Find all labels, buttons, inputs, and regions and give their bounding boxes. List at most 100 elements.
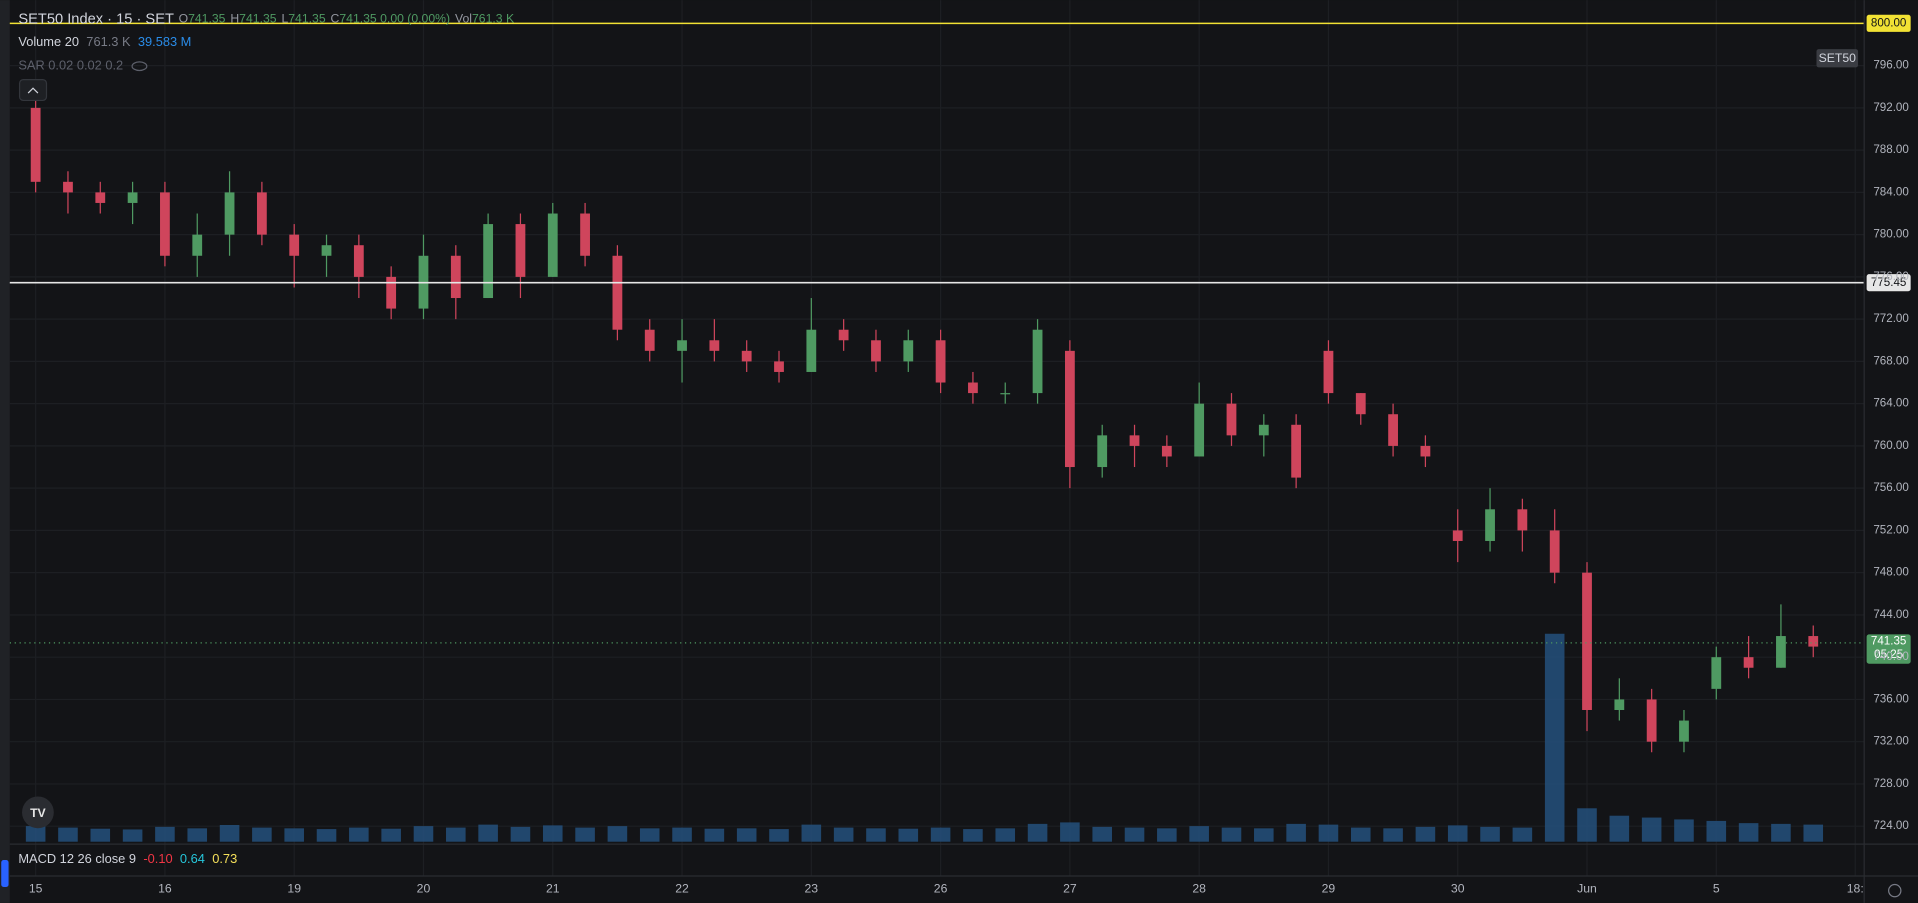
candle-body: [547, 213, 558, 277]
volume-bar: [413, 826, 434, 842]
volume-bar: [90, 828, 111, 842]
candle-body: [1614, 699, 1625, 710]
candle-body: [677, 340, 687, 351]
volume-value: 761.3 K: [86, 34, 131, 49]
logo[interactable]: [22, 796, 54, 829]
volume-bar: [1674, 819, 1694, 842]
y-tick-label: 764.00: [1873, 397, 1909, 410]
candle-body: [321, 245, 332, 256]
candle-body: [935, 340, 946, 383]
candle-body: [1776, 636, 1786, 668]
settings-icon[interactable]: [1888, 883, 1902, 898]
line-price-tag: [1866, 274, 1911, 292]
vol-value: 761.3 K: [472, 12, 515, 26]
c-label: C: [331, 12, 340, 26]
candle-body: [709, 340, 720, 351]
candle-body: [1679, 720, 1689, 742]
candle-body: [95, 192, 106, 203]
volume-bar: [833, 827, 854, 842]
volume-bar: [1092, 826, 1112, 842]
volume-bar: [930, 827, 951, 842]
candle-body: [612, 255, 623, 330]
h-label: H: [230, 12, 239, 26]
volume-bar: [1254, 828, 1274, 842]
volume-bar: [1383, 828, 1403, 842]
candle-body: [1258, 424, 1269, 436]
macd-indicator[interactable]: MACD 12 26 close 9 -0.10 0.64 0.73: [18, 851, 237, 866]
y-tick-label: 796.00: [1873, 59, 1909, 72]
y-tick-label: 728.00: [1873, 777, 1909, 790]
candle-body: [63, 181, 73, 193]
x-tick-label: 5: [1713, 882, 1720, 896]
candle-body: [1355, 393, 1366, 415]
volume-bar: [1027, 823, 1048, 842]
x-tick-label: 22: [675, 882, 689, 896]
x-tick-label: 19: [287, 882, 301, 896]
volume-bar: [1512, 827, 1533, 842]
volume-bar: [898, 828, 919, 842]
x-tick-label: 18:: [1847, 882, 1864, 896]
volume-bar: [25, 826, 46, 842]
x-tick-label: Jun: [1577, 882, 1597, 896]
candle-body: [256, 192, 267, 235]
symbol: SET50 Index · 15 · SET: [18, 12, 174, 28]
candle-body: [192, 234, 203, 256]
volume-bar: [1447, 825, 1468, 842]
y-tick-label: 780.00: [1873, 228, 1909, 241]
volume-bar: [1480, 826, 1500, 842]
volume-bar: [1124, 827, 1145, 842]
x-tick-label: 23: [805, 882, 819, 896]
o-label: O: [179, 12, 189, 26]
volume-bar: [1286, 823, 1306, 842]
collapse-button[interactable]: [18, 79, 48, 102]
candle-body: [160, 192, 170, 256]
candle-body: [1161, 445, 1172, 457]
volume-bar: [219, 824, 240, 842]
volume-bar: [995, 828, 1016, 842]
volume-bar: [284, 828, 304, 842]
volume-bar: [1415, 826, 1436, 842]
volume-bar: [58, 827, 78, 842]
candle-body: [1000, 393, 1011, 395]
collapse-icon: [27, 87, 39, 94]
left-toolbar: [0, 0, 10, 903]
candle-body: [1323, 350, 1334, 394]
volume-bar: [866, 828, 886, 842]
y-tick-label: 756.00: [1873, 481, 1909, 494]
sar-indicator[interactable]: SAR 0.02 0.02 0.2: [18, 58, 123, 73]
x-tick-label: 29: [1322, 882, 1336, 896]
scroll-handle[interactable]: [1, 860, 9, 887]
volume-bar: [349, 827, 369, 842]
volume-bar: [639, 828, 660, 842]
candle-body: [1194, 403, 1205, 457]
candle-body: [224, 192, 235, 235]
volume-bar: [963, 829, 983, 842]
candle-body: [968, 382, 978, 394]
candle-body: [1582, 572, 1592, 710]
candle-body: [483, 224, 494, 299]
hidden-icon[interactable]: [131, 61, 148, 72]
volume-bar: [1189, 826, 1209, 842]
y-tick-label: 732.00: [1873, 735, 1909, 748]
volume-ma: 39.583 M: [138, 34, 192, 49]
y-tick-label: 788.00: [1873, 143, 1909, 156]
line-price-label: 775.45: [1871, 276, 1907, 289]
volume-indicator[interactable]: Volume 20 761.3 K 39.583 M: [18, 34, 191, 49]
candle-body: [1808, 636, 1819, 647]
volume-bar: [1350, 827, 1371, 842]
volume-bar: [1157, 828, 1177, 842]
volume-bar: [607, 826, 628, 842]
macd-signal: 0.64: [180, 851, 205, 866]
c-value: 741.35 0.00 (0.00%): [339, 12, 450, 26]
y-tick-label: 760.00: [1873, 439, 1909, 452]
o-value: 741.35: [188, 12, 226, 26]
volume-bar: [122, 829, 143, 842]
candle-body: [1097, 435, 1108, 468]
candle-body: [450, 255, 461, 299]
y-tick-label: 776.00: [1873, 270, 1909, 283]
volume-bar: [1641, 817, 1662, 842]
candle-body: [353, 245, 364, 277]
